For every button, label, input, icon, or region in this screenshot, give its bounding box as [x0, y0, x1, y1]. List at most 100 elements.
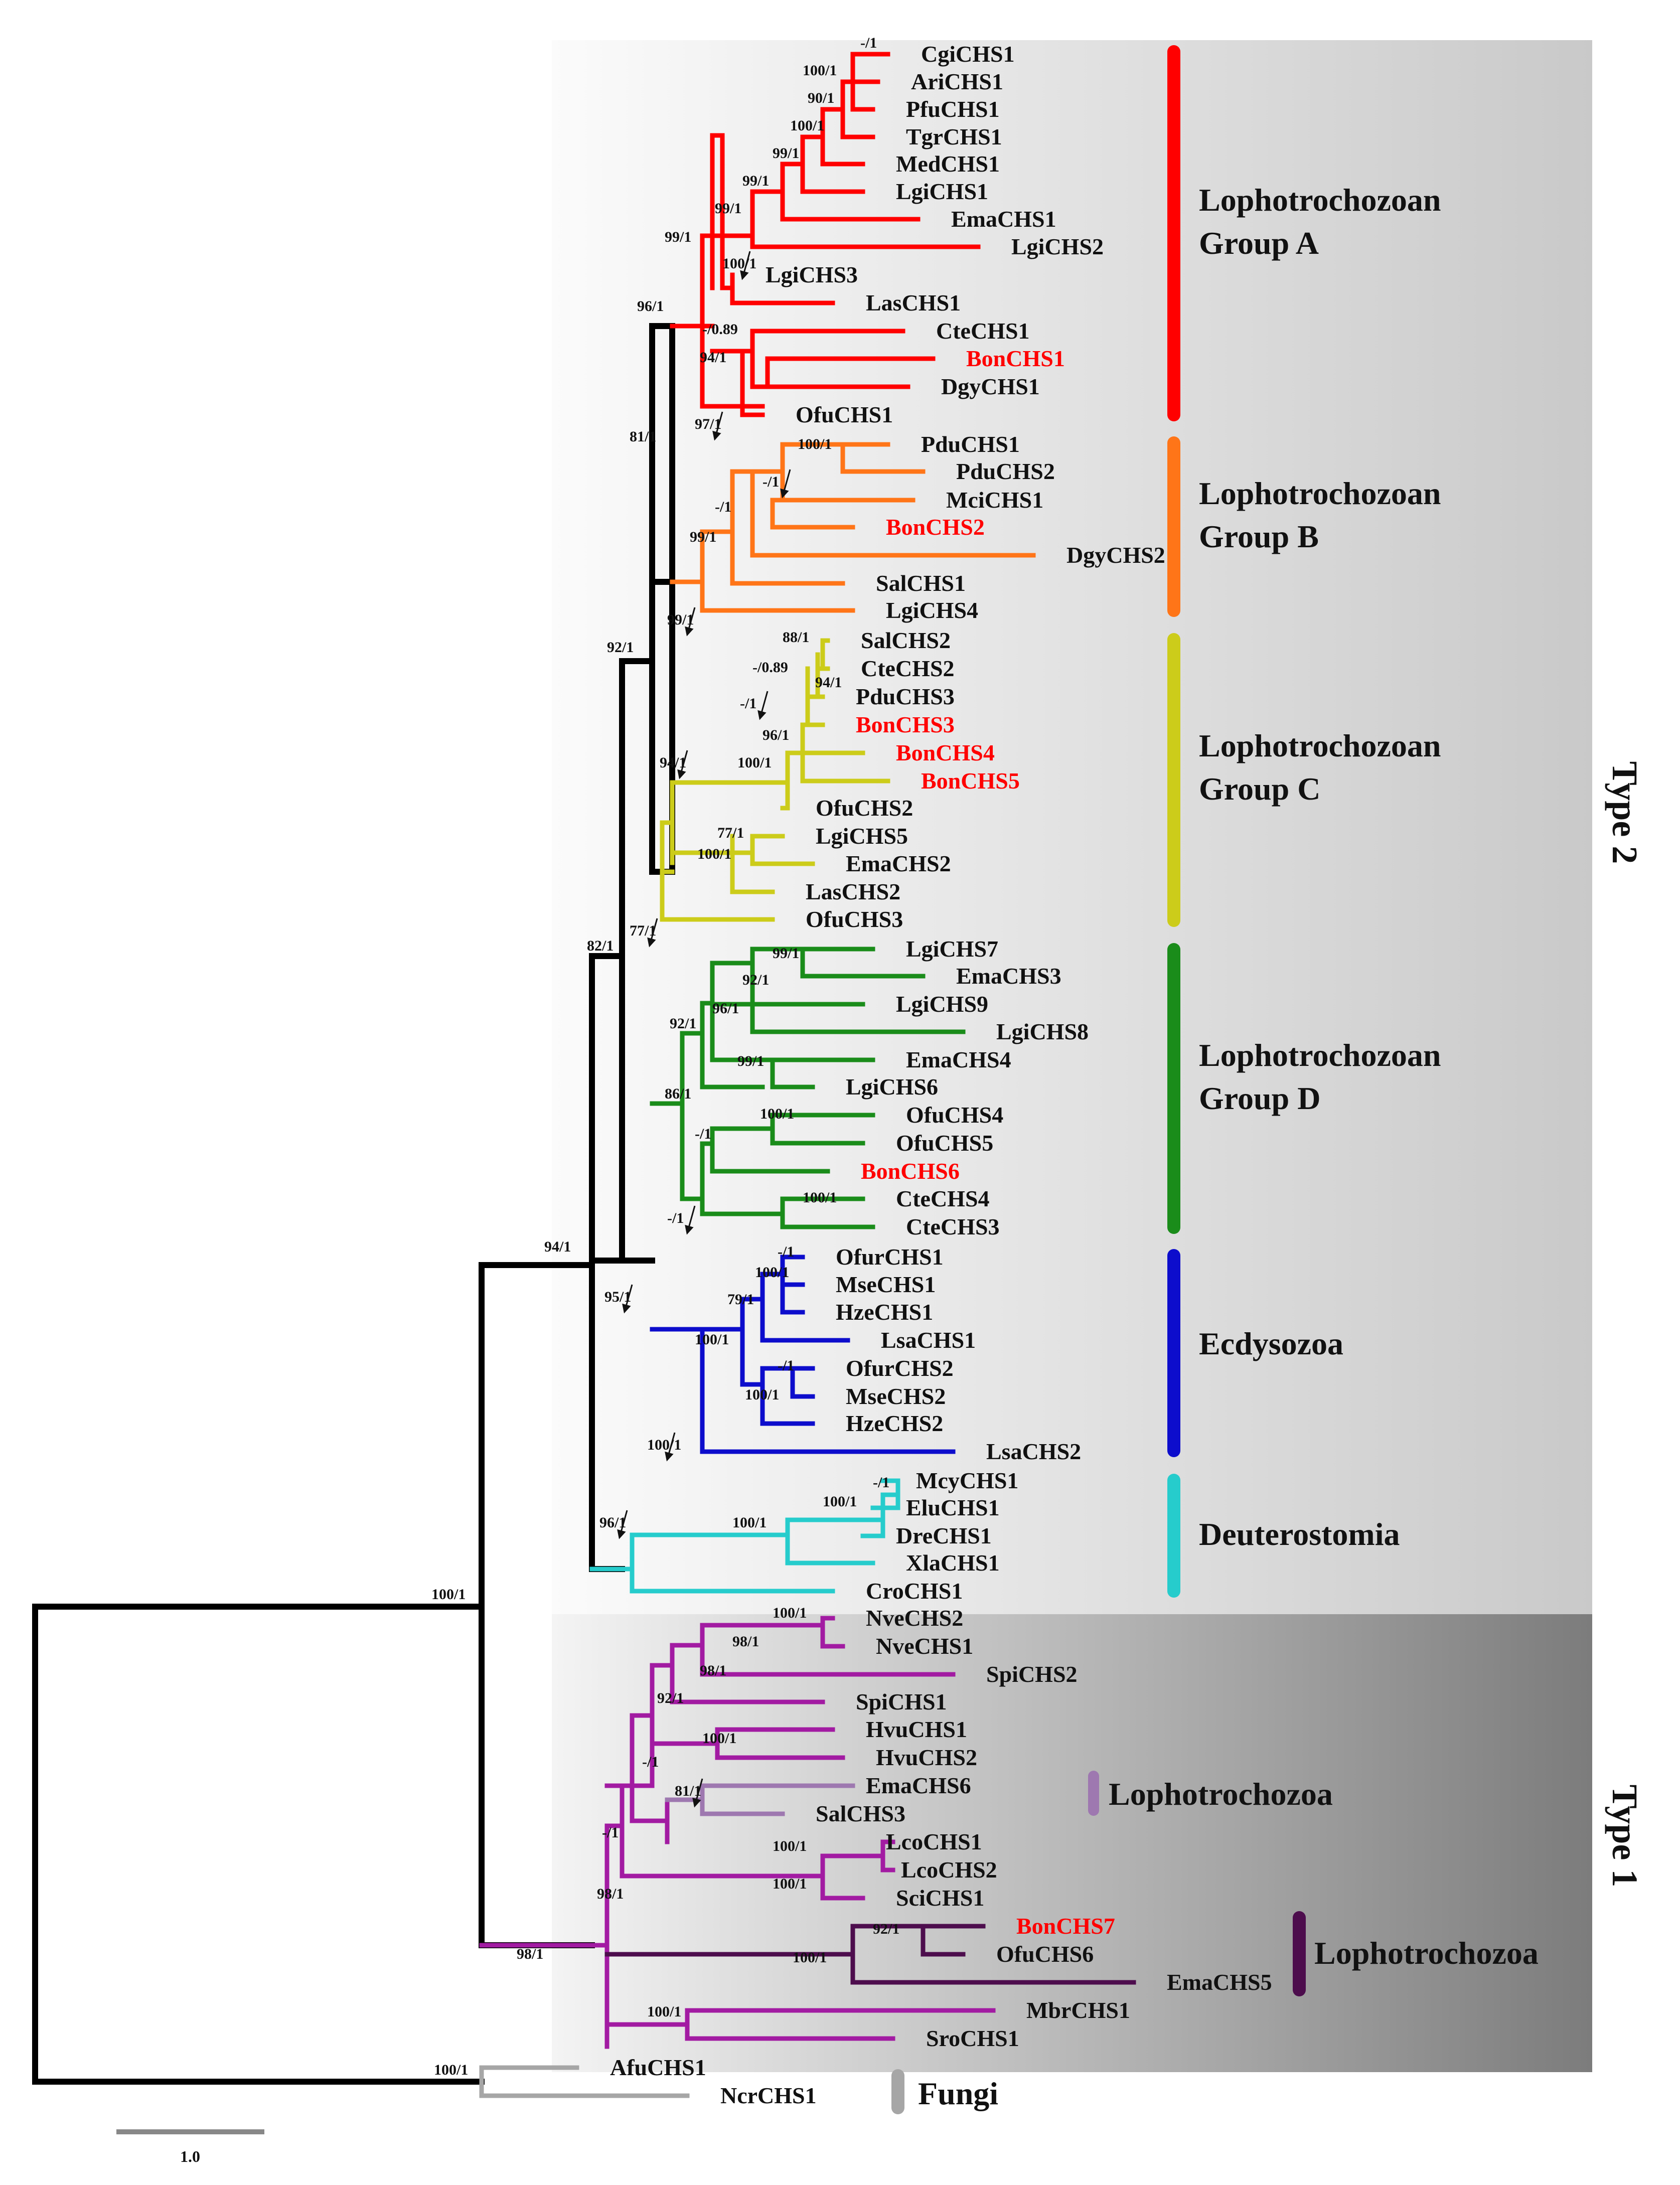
support-arrow — [665, 1432, 676, 1462]
support-value: 96/1 — [637, 298, 664, 315]
support-value: 96/1 — [762, 727, 789, 743]
support-value: 92/1 — [607, 639, 634, 656]
leaf-label: HzeCHS2 — [846, 1411, 943, 1436]
leaf-label: LasCHS2 — [806, 879, 900, 904]
support-value: 100/1 — [790, 117, 824, 134]
leaf-label: EmaCHS5 — [1167, 1969, 1272, 1995]
support-arrow — [647, 918, 658, 948]
leaf-label: EluCHS1 — [906, 1495, 1000, 1520]
support-value: 100/1 — [798, 436, 832, 452]
tree-branches — [32, 52, 1136, 2098]
leaf-label: OfurCHS2 — [846, 1355, 954, 1381]
support-value: 82/1 — [587, 938, 614, 954]
support-value: 99/1 — [690, 529, 716, 545]
support-value: 98/1 — [732, 1633, 759, 1650]
leaf-labels: CgiCHS1AriCHS1PfuCHS1TgrCHS1MedCHS1LgiCH… — [610, 41, 1272, 2108]
support-value: -/0.89 — [752, 659, 788, 676]
leaf-label: LgiCHS1 — [896, 179, 988, 204]
leaf-label: PfuCHS1 — [906, 96, 1000, 122]
clade-bar-groupC — [1167, 633, 1180, 927]
support-value: 100/1 — [803, 62, 837, 79]
support-value: 96/1 — [712, 1000, 739, 1017]
leaf-label: NveCHS2 — [866, 1605, 963, 1631]
support-value: 100/1 — [431, 1586, 466, 1603]
clade-bar-groupB — [1167, 436, 1180, 617]
support-value: 100/1 — [773, 1605, 807, 1621]
support-value: -/1 — [873, 1474, 889, 1491]
support-value: 92/1 — [670, 1015, 696, 1032]
support-arrows — [617, 251, 791, 1808]
support-value: 88/1 — [783, 629, 809, 646]
support-value: 100/1 — [695, 1331, 729, 1348]
clade-label-groupC: Group C — [1199, 771, 1320, 807]
support-value: 100/1 — [722, 255, 756, 272]
support-arrow — [677, 750, 688, 779]
leaf-label: BonCHS7 — [1016, 1913, 1115, 1939]
clade-bar-lopho2 — [1293, 1911, 1306, 1996]
support-value: 100/1 — [702, 1730, 736, 1747]
leaf-label: AriCHS1 — [911, 69, 1003, 94]
leaf-label: MbrCHS1 — [1026, 1997, 1130, 2023]
leaf-label: HvuCHS2 — [876, 1745, 977, 1770]
leaf-label: OfuCHS2 — [816, 795, 913, 821]
support-value: 100/1 — [697, 846, 731, 862]
support-value: 92/1 — [657, 1690, 684, 1706]
support-values: -/1100/190/1100/199/199/199/199/1100/196… — [431, 35, 899, 2078]
leaf-label: CteCHS4 — [896, 1186, 990, 1211]
leaf-label: OfuCHS6 — [996, 1941, 1094, 1967]
leaf-label: LsaCHS2 — [986, 1439, 1081, 1464]
leaf-label: EmaCHS2 — [846, 851, 951, 876]
support-arrow — [712, 411, 723, 441]
leaf-label: MciCHS1 — [946, 487, 1043, 513]
leaf-label: PduCHS2 — [956, 458, 1055, 484]
leaf-label: LgiCHS6 — [846, 1074, 938, 1100]
leaf-label: LgiCHS3 — [766, 262, 858, 287]
support-arrow — [780, 469, 791, 499]
clade-label-fungi: Fungi — [918, 2076, 998, 2111]
leaf-label: BonCHS2 — [886, 514, 985, 540]
leaf-label: HzeCHS1 — [836, 1299, 933, 1325]
support-value: -/1 — [778, 1357, 794, 1374]
support-value: 90/1 — [808, 90, 834, 106]
type2-label: Type 2 — [1605, 761, 1645, 864]
support-arrow — [685, 1205, 696, 1235]
support-value: 100/1 — [773, 1838, 807, 1854]
leaf-label: CteCHS1 — [936, 318, 1030, 344]
leaf-label: PduCHS1 — [921, 431, 1020, 457]
support-value: 100/1 — [647, 2003, 681, 2020]
support-value: 99/1 — [742, 173, 769, 189]
leaf-label: LgiCHS5 — [816, 823, 908, 849]
support-value: 100/1 — [793, 1949, 827, 1966]
leaf-label: TgrCHS1 — [906, 124, 1002, 149]
leaf-label: EmaCHS4 — [906, 1047, 1011, 1072]
leaf-label: BonCHS3 — [856, 712, 955, 737]
leaf-label: SalCHS2 — [861, 628, 951, 653]
support-value: 98/1 — [597, 1886, 624, 1902]
leaf-label: HvuCHS1 — [866, 1716, 967, 1742]
leaf-label: CgiCHS1 — [921, 41, 1015, 67]
leaf-label: LgiCHS4 — [886, 597, 978, 623]
leaf-label: OfurCHS1 — [836, 1244, 944, 1270]
support-value: 99/1 — [773, 145, 799, 162]
leaf-label: LgiCHS7 — [906, 936, 998, 962]
leaf-label: DgyCHS1 — [941, 374, 1040, 399]
clade-label-groupB: Group B — [1199, 519, 1319, 554]
support-value: 98/1 — [700, 1662, 726, 1679]
type2-background — [552, 40, 1592, 1614]
leaf-label: BonCHS4 — [896, 740, 995, 765]
support-value: 99/1 — [715, 200, 741, 217]
support-value: 94/1 — [815, 674, 842, 691]
leaf-label: SroCHS1 — [926, 2025, 1019, 2051]
leaf-label: SpiCHS2 — [986, 1661, 1078, 1687]
support-value: -/1 — [602, 1824, 619, 1841]
leaf-label: LcoCHS1 — [886, 1829, 982, 1854]
leaf-label: XlaCHS1 — [906, 1550, 1000, 1576]
type1-label: Type 1 — [1605, 1785, 1645, 1888]
clade-labels: Lophotrochozoan Group A Lophotrochozoan Gro… — [918, 182, 1539, 2111]
clade-label-lopho2: Lophotrochozoa — [1314, 1935, 1539, 1971]
clade-label-groupA: Group A — [1199, 225, 1319, 261]
support-value: 99/1 — [665, 229, 691, 245]
leaf-label: OfuCHS4 — [906, 1102, 1003, 1128]
clade-bar-groupA — [1167, 45, 1180, 421]
clade-bar-fungi — [891, 2069, 904, 2114]
